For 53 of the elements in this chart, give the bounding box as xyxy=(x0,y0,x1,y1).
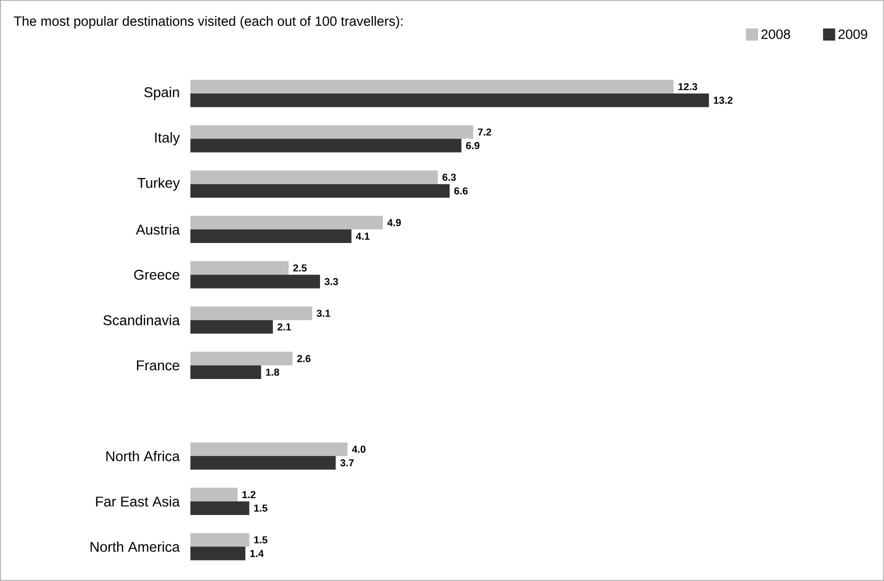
bar xyxy=(190,125,474,139)
y-tick-label: Turkey xyxy=(137,178,180,191)
bar xyxy=(190,501,250,516)
data-label: 6.9 xyxy=(466,142,480,150)
bar xyxy=(190,216,383,230)
bar xyxy=(190,488,238,502)
bar xyxy=(190,456,336,470)
data-label: 2.6 xyxy=(297,355,311,362)
bar xyxy=(190,546,246,560)
bar xyxy=(190,352,293,366)
data-label: 2.5 xyxy=(293,264,307,272)
y-tick-label: Greece xyxy=(134,270,180,280)
data-label: 3.1 xyxy=(316,310,330,317)
legend-label: 2009 xyxy=(838,30,868,40)
y-tick-label: Spain xyxy=(144,86,179,100)
data-label: 7.2 xyxy=(478,128,492,136)
data-label: 1.4 xyxy=(250,550,264,558)
data-label: 4.1 xyxy=(356,232,370,240)
y-tick-label: Scandinavia xyxy=(103,314,180,326)
data-label: 12.3 xyxy=(678,83,698,90)
y-tick-label: France xyxy=(137,360,180,370)
bar xyxy=(190,306,312,320)
data-label: 6.3 xyxy=(442,174,456,181)
data-label: 13.2 xyxy=(714,96,732,104)
data-label: 3.7 xyxy=(340,459,354,466)
data-label: 6.6 xyxy=(454,187,468,195)
bar xyxy=(190,94,709,108)
bar xyxy=(190,320,273,334)
data-label: 1.2 xyxy=(242,491,256,498)
bar xyxy=(190,533,250,547)
bar xyxy=(190,442,348,456)
data-label: 1.5 xyxy=(254,504,268,512)
data-label: 1.5 xyxy=(254,536,268,544)
bar xyxy=(190,138,462,152)
y-tick-label: Austria xyxy=(136,224,180,235)
data-label: 4.0 xyxy=(352,446,366,453)
legend-label: 2008 xyxy=(761,30,790,40)
data-label: 1.8 xyxy=(266,368,280,376)
bar xyxy=(190,230,352,244)
y-tick-label: Far East Asia xyxy=(96,496,180,507)
data-label: 4.9 xyxy=(387,219,401,226)
bar xyxy=(190,80,674,94)
bar xyxy=(190,184,450,198)
bar xyxy=(190,274,320,288)
y-tick-label: North Africa xyxy=(106,450,180,462)
y-tick-label: North America xyxy=(90,542,180,552)
bar xyxy=(190,261,289,275)
bar xyxy=(190,365,262,380)
y-tick-label: Italy xyxy=(155,132,180,146)
bar xyxy=(190,170,438,184)
data-label: 2.1 xyxy=(278,323,291,330)
data-label: 3.3 xyxy=(324,278,338,286)
chart-title: The most popular destinations visited (each out of 100 travellers): xyxy=(14,16,402,29)
